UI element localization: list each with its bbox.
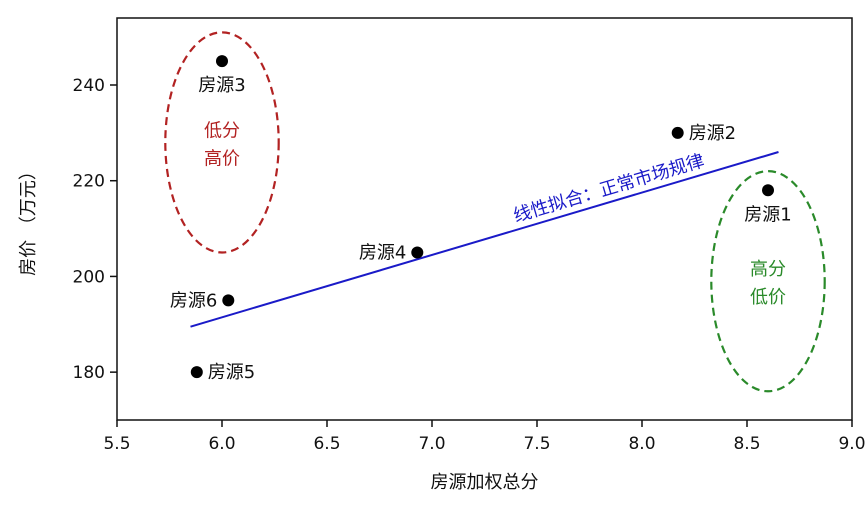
data-point-6 [222,294,235,307]
y-tick-label-4: 240 [73,76,105,96]
point-label-6: 房源6 [170,290,217,311]
x-tick-label-5: 7.5 [523,434,550,454]
data-point-2 [671,126,684,139]
plot-frame [116,17,853,421]
x-tick-label-1: 5.5 [103,434,130,454]
x-tick-label-7: 8.5 [733,434,760,454]
y-tick-label-2: 200 [73,267,105,287]
fit-line [190,151,779,328]
y-tick-label-3: 220 [73,172,105,192]
annotation-ellipse-1 [164,31,280,254]
fit-line-layer: 线性拟合：正常市场规律 [190,150,779,328]
data-point-1 [762,184,774,197]
x-tick-label-8: 9.0 [838,434,865,454]
fit-line-label: 线性拟合：正常市场规律 [511,150,707,227]
annotation-text-1-2: 高价 [204,148,240,169]
data-point-5 [190,366,203,379]
point-label-5: 房源5 [208,362,255,383]
y-axis-title: 房价 （万元） [18,162,39,276]
annotation-ellipse-2 [710,170,826,393]
y-tick-label-1: 180 [73,363,105,383]
data-point-3 [216,55,228,68]
x-tick-label-2: 6.0 [208,434,235,454]
annotation-text-2-1: 高分 [750,259,786,280]
x-tick-label-4: 7.0 [418,434,445,454]
annotation-text-2-2: 低价 [750,287,786,308]
point-label-4: 房源4 [359,243,406,264]
point-label-3: 房源3 [198,75,245,96]
axes-layer: 5.5 6.0 6.5 7.0 7.5 8.0 8.5 9.0 180 200 220 240 [73,17,866,454]
annotation-text-1-1: 低分 [204,120,240,141]
x-tick-label-6: 8.0 [628,434,655,454]
x-tick-label-3: 6.5 [313,434,340,454]
x-axis-title: 房源加权总分 [431,472,539,493]
points-layer: 房源1 房源2 房源3 房源4 房源5 房源6 [170,55,792,383]
data-point-4 [411,246,424,259]
point-label-1: 房源1 [744,204,791,225]
point-label-2: 房源2 [689,123,736,144]
